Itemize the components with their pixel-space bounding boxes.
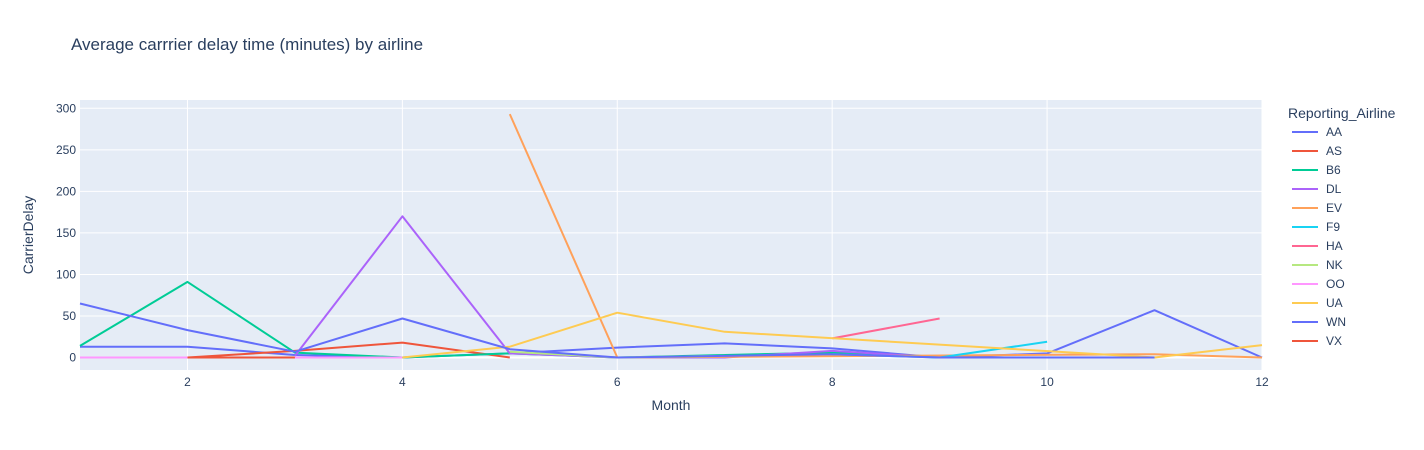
y-axis-label: CarrierDelay <box>20 196 36 275</box>
y-tick-label: 100 <box>56 267 76 281</box>
legend-label: HA <box>1326 239 1343 253</box>
legend-item-ha[interactable]: HA <box>1292 239 1343 253</box>
y-tick-label: 150 <box>56 226 76 240</box>
y-tick-label: 50 <box>63 309 77 323</box>
legend-label: B6 <box>1326 163 1341 177</box>
legend-title: Reporting_Airline <box>1288 105 1396 121</box>
legend-label: AS <box>1326 144 1342 158</box>
y-tick-label: 300 <box>56 101 76 115</box>
y-tick-label: 250 <box>56 143 76 157</box>
legend[interactable]: Reporting_Airline AA AS B6 DL EV F9 HA NK OO UA WN… <box>1288 105 1396 348</box>
x-tick-label: 12 <box>1255 375 1269 389</box>
x-tick-label: 10 <box>1040 375 1054 389</box>
legend-label: AA <box>1326 125 1342 139</box>
legend-item-aa[interactable]: AA <box>1292 125 1342 139</box>
y-axis-ticks: 0 50 100 150 200 250 300 <box>56 101 76 364</box>
legend-label: EV <box>1326 201 1342 215</box>
legend-item-wn[interactable]: WN <box>1292 315 1346 329</box>
series-line-wn[interactable] <box>79 302 1155 359</box>
legend-item-nk[interactable]: NK <box>1292 258 1343 272</box>
chart-title: Average carrrier delay time (minutes) by… <box>71 35 423 54</box>
legend-label: NK <box>1326 258 1343 272</box>
legend-item-oo[interactable]: OO <box>1292 277 1345 291</box>
x-axis-label: Month <box>652 397 691 413</box>
legend-label: F9 <box>1326 220 1340 234</box>
x-axis-ticks: 2 4 6 8 10 12 <box>184 375 1269 389</box>
legend-item-f9[interactable]: F9 <box>1292 220 1340 234</box>
legend-label: VX <box>1326 334 1342 348</box>
series-line-ha[interactable] <box>832 317 940 340</box>
legend-item-b6[interactable]: B6 <box>1292 163 1341 177</box>
y-tick-label: 0 <box>69 351 76 365</box>
x-tick-label: 4 <box>399 375 406 389</box>
legend-item-vx[interactable]: VX <box>1292 334 1342 348</box>
series-line-ua[interactable] <box>402 311 1263 359</box>
x-tick-label: 2 <box>184 375 191 389</box>
legend-item-dl[interactable]: DL <box>1292 182 1342 196</box>
x-tick-label: 8 <box>829 375 836 389</box>
legend-item-ua[interactable]: UA <box>1292 296 1343 310</box>
x-tick-label: 6 <box>614 375 621 389</box>
y-tick-label: 200 <box>56 184 76 198</box>
legend-items[interactable]: AA AS B6 DL EV F9 HA NK OO UA WN VX <box>1292 125 1346 348</box>
series-line-aa[interactable] <box>80 309 1263 359</box>
legend-label: UA <box>1326 296 1343 310</box>
legend-label: WN <box>1326 315 1346 329</box>
legend-label: OO <box>1326 277 1345 291</box>
legend-item-ev[interactable]: EV <box>1292 201 1342 215</box>
plot-area <box>80 100 1262 370</box>
legend-label: DL <box>1326 182 1342 196</box>
legend-item-as[interactable]: AS <box>1292 144 1342 158</box>
series-line-as[interactable] <box>187 341 510 359</box>
series-lines <box>79 113 1263 359</box>
